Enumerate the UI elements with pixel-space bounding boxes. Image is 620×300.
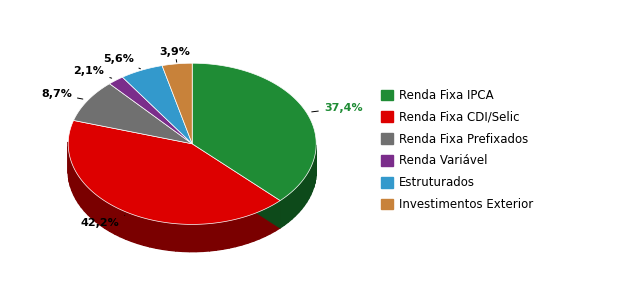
Polygon shape xyxy=(275,201,280,231)
Text: 5,6%: 5,6% xyxy=(103,54,141,69)
Polygon shape xyxy=(265,206,270,236)
Polygon shape xyxy=(150,220,156,248)
Polygon shape xyxy=(312,160,314,191)
Polygon shape xyxy=(314,156,315,188)
Polygon shape xyxy=(110,77,192,144)
Polygon shape xyxy=(298,182,301,213)
Polygon shape xyxy=(295,185,298,216)
Text: 2,1%: 2,1% xyxy=(74,66,112,78)
Polygon shape xyxy=(304,175,306,206)
Polygon shape xyxy=(315,153,316,184)
Polygon shape xyxy=(288,192,292,222)
Polygon shape xyxy=(126,212,131,242)
Text: 42,2%: 42,2% xyxy=(81,215,125,228)
Polygon shape xyxy=(309,168,311,199)
Polygon shape xyxy=(248,214,254,243)
Polygon shape xyxy=(72,164,74,195)
Polygon shape xyxy=(84,184,88,215)
Polygon shape xyxy=(285,195,288,225)
Polygon shape xyxy=(223,221,229,249)
Polygon shape xyxy=(69,155,71,187)
Polygon shape xyxy=(229,219,236,248)
Polygon shape xyxy=(259,209,265,239)
Polygon shape xyxy=(311,164,312,195)
Text: 3,9%: 3,9% xyxy=(159,47,190,62)
Polygon shape xyxy=(105,201,110,231)
Polygon shape xyxy=(68,120,280,224)
Polygon shape xyxy=(280,198,285,228)
Polygon shape xyxy=(254,212,259,241)
Polygon shape xyxy=(216,222,223,250)
Polygon shape xyxy=(183,224,189,252)
Text: 37,4%: 37,4% xyxy=(312,103,363,113)
Polygon shape xyxy=(196,224,203,252)
Polygon shape xyxy=(270,204,275,234)
Polygon shape xyxy=(176,224,183,251)
Polygon shape xyxy=(100,198,105,228)
Polygon shape xyxy=(92,191,96,222)
Polygon shape xyxy=(115,207,120,237)
Polygon shape xyxy=(74,84,192,144)
Polygon shape xyxy=(162,63,192,144)
Polygon shape xyxy=(122,66,192,144)
Polygon shape xyxy=(120,209,126,239)
Polygon shape xyxy=(189,224,196,252)
Polygon shape xyxy=(169,223,176,251)
Polygon shape xyxy=(110,204,115,234)
Polygon shape xyxy=(81,180,84,211)
Polygon shape xyxy=(292,189,295,219)
Polygon shape xyxy=(192,144,280,228)
Polygon shape xyxy=(138,216,144,245)
Polygon shape xyxy=(144,218,150,247)
Polygon shape xyxy=(236,218,242,247)
Polygon shape xyxy=(203,224,210,251)
Polygon shape xyxy=(242,216,248,245)
Polygon shape xyxy=(192,63,316,201)
Polygon shape xyxy=(301,178,304,209)
Polygon shape xyxy=(96,194,100,225)
Text: 8,7%: 8,7% xyxy=(41,89,83,99)
Polygon shape xyxy=(76,172,79,203)
Polygon shape xyxy=(156,221,162,249)
Legend: Renda Fixa IPCA, Renda Fixa CDI/Selic, Renda Fixa Prefixados, Renda Variável, Es: Renda Fixa IPCA, Renda Fixa CDI/Selic, R… xyxy=(378,85,537,215)
Polygon shape xyxy=(71,159,72,191)
Polygon shape xyxy=(306,171,309,202)
Polygon shape xyxy=(88,188,92,218)
Polygon shape xyxy=(192,144,280,228)
Polygon shape xyxy=(79,176,81,207)
Polygon shape xyxy=(162,222,169,250)
Polygon shape xyxy=(210,223,216,251)
Polygon shape xyxy=(74,168,76,199)
Polygon shape xyxy=(131,214,138,243)
